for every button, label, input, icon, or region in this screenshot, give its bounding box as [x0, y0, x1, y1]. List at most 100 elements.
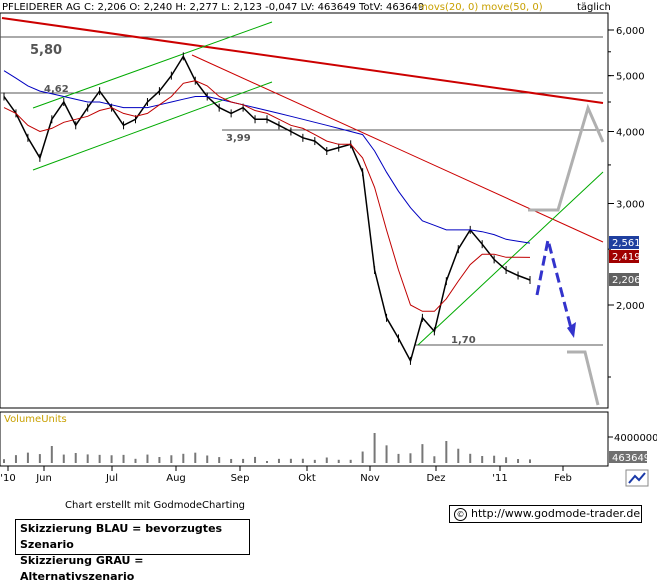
instrument-name: PFLEIDERER AG — [2, 2, 80, 13]
volume-bar — [50, 446, 53, 463]
volume-bar — [301, 458, 304, 463]
ma50-value-label: 2,561 — [612, 238, 641, 249]
volume-bar — [254, 456, 257, 463]
x-tick-label: Sep — [231, 473, 250, 484]
volume-value-label: 463649 — [612, 453, 650, 464]
volume-bar — [146, 454, 149, 463]
volume-bar — [74, 453, 77, 463]
volume-bar — [218, 457, 221, 463]
volume-bar — [170, 455, 173, 463]
x-tick-label: Aug — [166, 473, 186, 484]
volume-label: VolumeUnits — [4, 414, 67, 425]
y-tick-label: 5,000 — [616, 72, 645, 83]
x-tick-label: Feb — [554, 473, 572, 484]
level-label-170: 1,70 — [451, 335, 476, 346]
volume-panel-frame — [0, 411, 609, 467]
ma-legend: movs(20, 0) move(50, 0) — [418, 2, 543, 13]
y-tick-label: 6,000 — [616, 26, 645, 37]
volume-bar — [14, 455, 17, 463]
x-tick-label: '10 — [0, 473, 15, 484]
volume-bar — [373, 433, 376, 463]
volume-bar — [409, 453, 412, 463]
website-link[interactable]: © http://www.godmode-trader.de — [449, 505, 642, 523]
scenario-blue-text: Skizzierung BLAU = bevorzugtes Szenario — [20, 522, 223, 551]
volume-bar — [505, 457, 508, 463]
ma50-line — [3, 70, 531, 244]
volume-bar — [361, 451, 364, 463]
y-tick-label: 3,000 — [616, 200, 645, 211]
logo-arrow-icon — [628, 472, 646, 484]
y-tick-label: 2,000 — [616, 301, 645, 312]
close-value-box — [609, 273, 639, 286]
volume-bar — [517, 459, 520, 463]
level-label-462: 4,62 — [44, 84, 69, 95]
volume-bar — [337, 459, 340, 463]
channel-lower-line — [32, 81, 273, 171]
volume-bar — [98, 454, 101, 463]
x-tick-label: Nov — [360, 473, 380, 484]
y-tick-label: 4,000 — [616, 127, 645, 138]
volume-bar — [469, 453, 472, 463]
x-tick-label: Dez — [426, 473, 445, 484]
channel-upper-line — [32, 21, 273, 109]
chart-credit: Chart erstellt mit GodmodeCharting — [65, 500, 245, 511]
volume-bar — [433, 456, 436, 463]
volume-bar — [493, 455, 496, 463]
volume-bar — [349, 459, 352, 463]
volume-bar — [242, 458, 245, 463]
period-label: täglich — [577, 2, 611, 13]
volume-bar — [3, 459, 5, 463]
ma50-value-box — [609, 236, 639, 249]
chart-canvas: PFLEIDERER AG C: 2,206 O: 2,240 H: 2,277… — [0, 2, 657, 487]
volume-bar — [481, 456, 484, 463]
x-axis: '10 Jun Jul Aug Sep Okt Nov Dez '11 Feb — [0, 466, 572, 484]
copyright-icon: © — [454, 507, 467, 521]
x-tick-label: Jun — [35, 473, 52, 484]
level-label-580: 5,80 — [30, 43, 62, 58]
volume-bar — [325, 457, 328, 463]
ma50-series — [3, 70, 531, 244]
y-axis: 6,000 5,000 4,000 3,000 2,000 — [608, 26, 645, 378]
scenario-gray-text: Skizzierung GRAU = Alternativszenario — [20, 554, 144, 583]
website-url: http://www.godmode-trader.de — [471, 507, 641, 520]
volume-bar — [266, 461, 268, 463]
volume-bar — [445, 441, 448, 463]
x-tick-label: Okt — [298, 473, 316, 484]
volume-bar — [313, 459, 316, 463]
volume-bar — [62, 454, 65, 463]
volume-bar — [86, 454, 89, 463]
quote-line: C: 2,206 O: 2,240 H: 2,277 L: 2,123 -0,0… — [84, 2, 424, 13]
ma20-series — [3, 80, 531, 312]
volume-bar — [385, 445, 388, 463]
x-tick-label: '11 — [492, 473, 507, 484]
long-term-downtrend-line — [1, 17, 604, 104]
volume-bar — [230, 458, 233, 463]
x-tick-label: Jul — [105, 473, 118, 484]
volume-bar — [26, 452, 29, 463]
ma20-line — [3, 80, 531, 312]
volume-bar — [397, 453, 400, 463]
ma20-value-label: 2,419 — [612, 252, 641, 263]
price-line — [3, 54, 531, 363]
volume-bar — [206, 455, 209, 463]
volume-bar — [194, 452, 197, 463]
volume-bar — [457, 448, 460, 463]
price-series — [3, 52, 531, 365]
volume-bar — [38, 454, 41, 463]
volume-bar — [277, 458, 280, 463]
price-panel-frame — [0, 12, 609, 409]
volume-bar — [122, 454, 125, 463]
uptrend-support-line — [417, 171, 604, 346]
level-label-399: 3,99 — [226, 133, 251, 144]
volume-bar — [421, 444, 424, 463]
volume-value-box — [609, 451, 647, 463]
blue-scenario-path — [535, 239, 574, 333]
volume-tick-label: 4000000 — [614, 433, 657, 444]
blue-scenario-arrowhead — [567, 322, 576, 338]
volume-bars — [3, 433, 531, 463]
volume-bar — [289, 458, 292, 463]
volume-bar — [529, 459, 531, 463]
close-value-label: 2,206 — [612, 275, 641, 286]
ma20-value-box — [609, 250, 639, 263]
volume-bar — [110, 455, 113, 463]
